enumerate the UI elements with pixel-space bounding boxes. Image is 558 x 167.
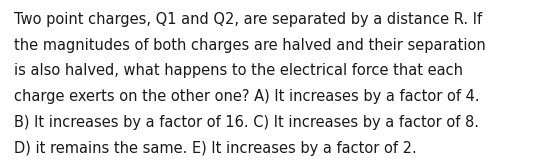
Text: is also halved, what happens to the electrical force that each: is also halved, what happens to the elec…: [14, 63, 463, 78]
Text: charge exerts on the other one? A) It increases by a factor of 4.: charge exerts on the other one? A) It in…: [14, 89, 479, 104]
Text: Two point charges, Q1 and Q2, are separated by a distance R. If: Two point charges, Q1 and Q2, are separa…: [14, 12, 482, 27]
Text: B) It increases by a factor of 16. C) It increases by a factor of 8.: B) It increases by a factor of 16. C) It…: [14, 115, 479, 130]
Text: D) it remains the same. E) It increases by a factor of 2.: D) it remains the same. E) It increases …: [14, 141, 417, 156]
Text: the magnitudes of both charges are halved and their separation: the magnitudes of both charges are halve…: [14, 38, 485, 53]
